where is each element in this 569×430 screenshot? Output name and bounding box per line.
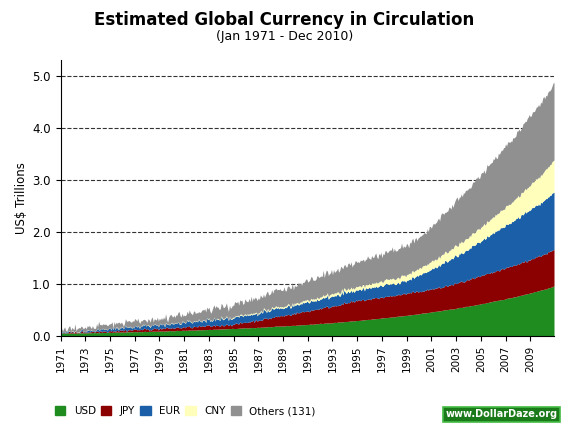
Text: (Jan 1971 - Dec 2010): (Jan 1971 - Dec 2010): [216, 30, 353, 43]
Y-axis label: US$ Trillions: US$ Trillions: [15, 162, 28, 234]
Text: www.DollarDaze.org: www.DollarDaze.org: [446, 409, 558, 419]
Legend: USD, JPY, EUR, CNY, Others (131): USD, JPY, EUR, CNY, Others (131): [51, 402, 320, 421]
Text: Estimated Global Currency in Circulation: Estimated Global Currency in Circulation: [94, 11, 475, 29]
